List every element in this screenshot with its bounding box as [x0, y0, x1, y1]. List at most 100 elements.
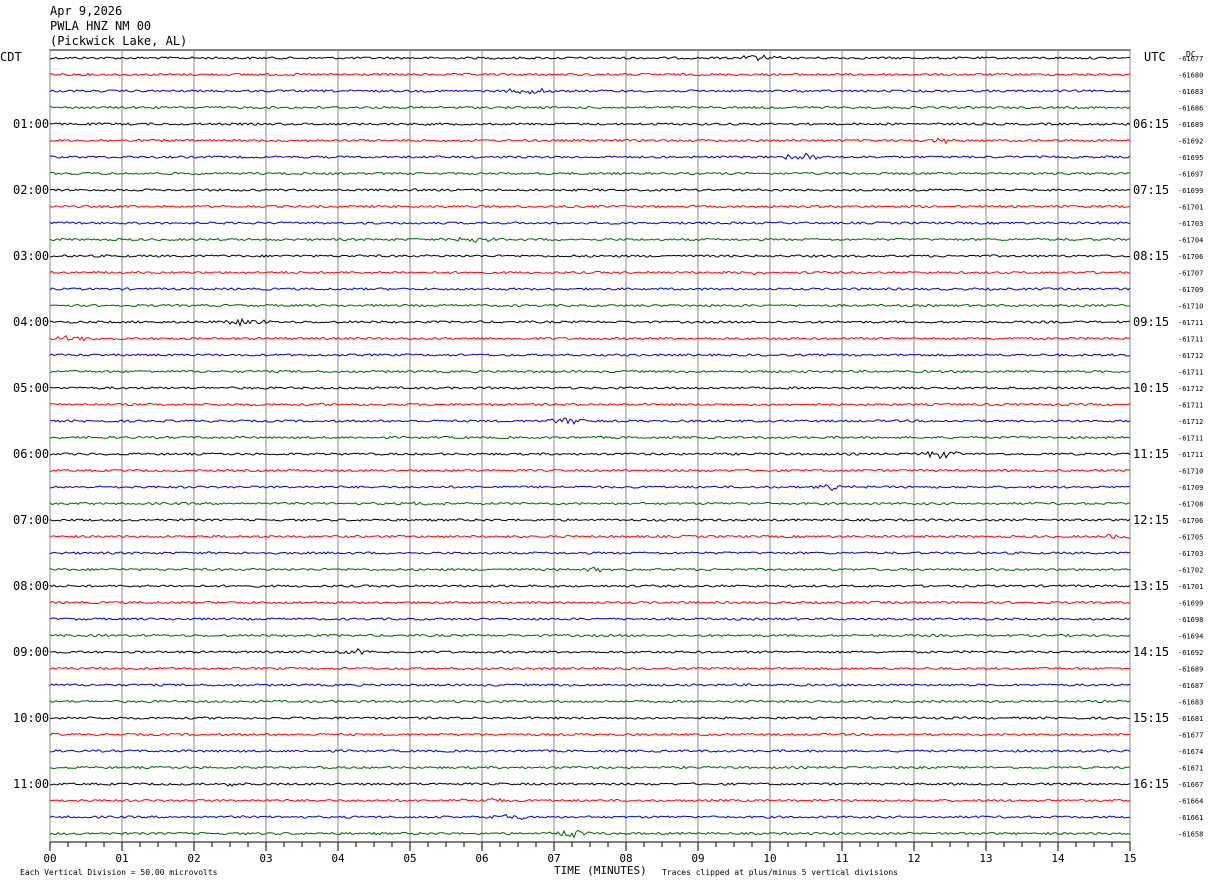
- dc-offset-label: -61704: [1178, 237, 1203, 245]
- dc-offset-label: -61701: [1178, 204, 1203, 212]
- dc-offset-label: -61705: [1178, 534, 1203, 542]
- dc-offset-label: -61667: [1178, 781, 1203, 789]
- chart-header: Apr 9,2026 PWLA HNZ NM 00 (Pickwick Lake…: [50, 4, 187, 49]
- left-hour-label: 07:00: [13, 513, 49, 527]
- x-axis-label: TIME (MINUTES): [554, 864, 647, 877]
- dc-offset-label: -61711: [1178, 369, 1203, 377]
- dc-offset-label: -61712: [1178, 352, 1203, 360]
- header-date: Apr 9,2026: [50, 4, 123, 18]
- dc-offset-label: -61695: [1178, 154, 1203, 162]
- seismic-trace: [49, 334, 1131, 342]
- seismic-trace: [49, 647, 1131, 656]
- dc-offset-label: -61702: [1178, 567, 1203, 575]
- x-tick-label: 08: [619, 852, 632, 865]
- dc-offset-label: -61708: [1178, 501, 1203, 509]
- seismic-trace: [49, 188, 1131, 192]
- seismic-trace: [49, 732, 1131, 737]
- x-tick-label: 10: [763, 852, 776, 865]
- seismic-trace: [49, 87, 1131, 95]
- right-hour-label: 14:15: [1133, 645, 1169, 659]
- x-tick-label: 12: [907, 852, 920, 865]
- left-hour-label: 04:00: [13, 315, 49, 329]
- dc-offset-label: -61681: [1178, 715, 1203, 723]
- dc-offset-label: -61709: [1178, 286, 1203, 294]
- dc-offset-label: -61711: [1178, 319, 1203, 327]
- seismic-trace: [49, 749, 1131, 753]
- dc-offset-label: -61694: [1178, 633, 1203, 641]
- dc-offset-label: -61689: [1178, 121, 1203, 129]
- seismic-trace: [49, 303, 1131, 308]
- x-tick-label: 14: [1051, 852, 1065, 865]
- seismic-trace: [49, 633, 1131, 638]
- left-hour-label: 11:00: [13, 777, 49, 791]
- seismic-trace: [49, 402, 1131, 407]
- seismic-trace: [49, 386, 1131, 390]
- seismic-trace: [49, 699, 1131, 704]
- x-tick-label: 06: [475, 852, 488, 865]
- x-tick-label: 00: [43, 852, 56, 865]
- seismic-trace: [49, 137, 1131, 145]
- dc-offset-label: -61674: [1178, 748, 1203, 756]
- footer-left-note: Each Vertical Division = 50.00 microvolt…: [20, 868, 218, 877]
- x-tick-label: 03: [259, 852, 272, 865]
- seismic-trace: [49, 600, 1131, 605]
- x-tick-label: 15: [1123, 852, 1136, 865]
- right-hour-label: 15:15: [1133, 711, 1169, 725]
- dc-offset-label: -61699: [1178, 187, 1203, 195]
- seismic-trace: [49, 317, 1131, 328]
- seismic-trace: [49, 236, 1131, 243]
- seismic-trace: [49, 518, 1131, 522]
- seismic-trace: [49, 829, 1131, 839]
- right-hour-label: 06:15: [1133, 117, 1169, 131]
- dc-offset-label: -61711: [1178, 435, 1203, 443]
- dc-offset-label: -61703: [1178, 550, 1203, 558]
- dc-offset-label: -61699: [1178, 600, 1203, 608]
- seismic-trace: [49, 353, 1131, 357]
- footer-right-note: Traces clipped at plus/minus 5 vertical …: [662, 868, 898, 877]
- dc-offset-label: -61712: [1178, 418, 1203, 426]
- seismic-trace: [49, 204, 1131, 209]
- seismic-trace: [49, 468, 1131, 473]
- x-tick-label: 09: [691, 852, 704, 865]
- seismic-trace: [49, 270, 1131, 276]
- seismic-trace: [49, 782, 1131, 787]
- left-hour-label: 08:00: [13, 579, 49, 593]
- dc-offset-label: -61677: [1178, 55, 1203, 63]
- left-timezone-label: CDT: [0, 50, 22, 64]
- dc-offset-label: -61664: [1178, 798, 1203, 806]
- dc-offset-label: -61711: [1178, 451, 1203, 459]
- seismic-trace: [49, 716, 1131, 720]
- right-hour-label: 13:15: [1133, 579, 1169, 593]
- seismic-trace: [49, 369, 1131, 374]
- seismic-trace: [49, 551, 1131, 555]
- seismic-trace: [49, 450, 1131, 460]
- seismic-trace: [49, 417, 1131, 425]
- dc-offset-label: -61677: [1178, 732, 1203, 740]
- dc-offset-label: -61707: [1178, 270, 1203, 278]
- seismic-trace: [49, 435, 1131, 440]
- seismic-trace: [49, 254, 1131, 258]
- x-tick-label: 07: [547, 852, 560, 865]
- left-hour-label: 06:00: [13, 447, 49, 461]
- dc-offset-label: -61710: [1178, 468, 1203, 476]
- seismic-trace: [49, 72, 1131, 77]
- right-hour-label: 07:15: [1133, 183, 1169, 197]
- dc-offset-label: -61692: [1178, 649, 1203, 657]
- seismic-trace: [49, 617, 1131, 621]
- dc-offset-label: -61683: [1178, 699, 1203, 707]
- left-hour-label: 03:00: [13, 249, 49, 263]
- seismic-trace: [49, 584, 1131, 588]
- plot-frame: [49, 49, 1131, 843]
- x-tick-label: 11: [835, 852, 848, 865]
- dc-offset-label: -61712: [1178, 385, 1203, 393]
- dc-offset-label: -61710: [1178, 303, 1203, 311]
- dc-offset-label: -61692: [1178, 138, 1203, 146]
- dc-offset-label: -61689: [1178, 666, 1203, 674]
- seismic-trace: [49, 54, 1130, 62]
- right-hour-label: 09:15: [1133, 315, 1169, 329]
- left-hour-label: 01:00: [13, 117, 49, 131]
- seismic-trace: [49, 122, 1131, 126]
- dc-offset-label: -61697: [1178, 171, 1203, 179]
- header-location: (Pickwick Lake, AL): [50, 34, 188, 48]
